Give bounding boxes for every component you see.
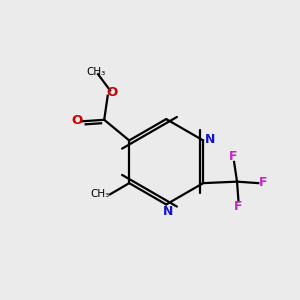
Text: F: F [229, 150, 238, 163]
Text: O: O [106, 86, 118, 99]
Text: F: F [259, 176, 268, 189]
Text: F: F [234, 200, 242, 213]
Text: CH₃: CH₃ [86, 67, 106, 76]
Text: N: N [205, 133, 216, 146]
Text: N: N [163, 205, 173, 218]
Text: CH₃: CH₃ [90, 189, 110, 199]
Text: O: O [72, 115, 83, 128]
